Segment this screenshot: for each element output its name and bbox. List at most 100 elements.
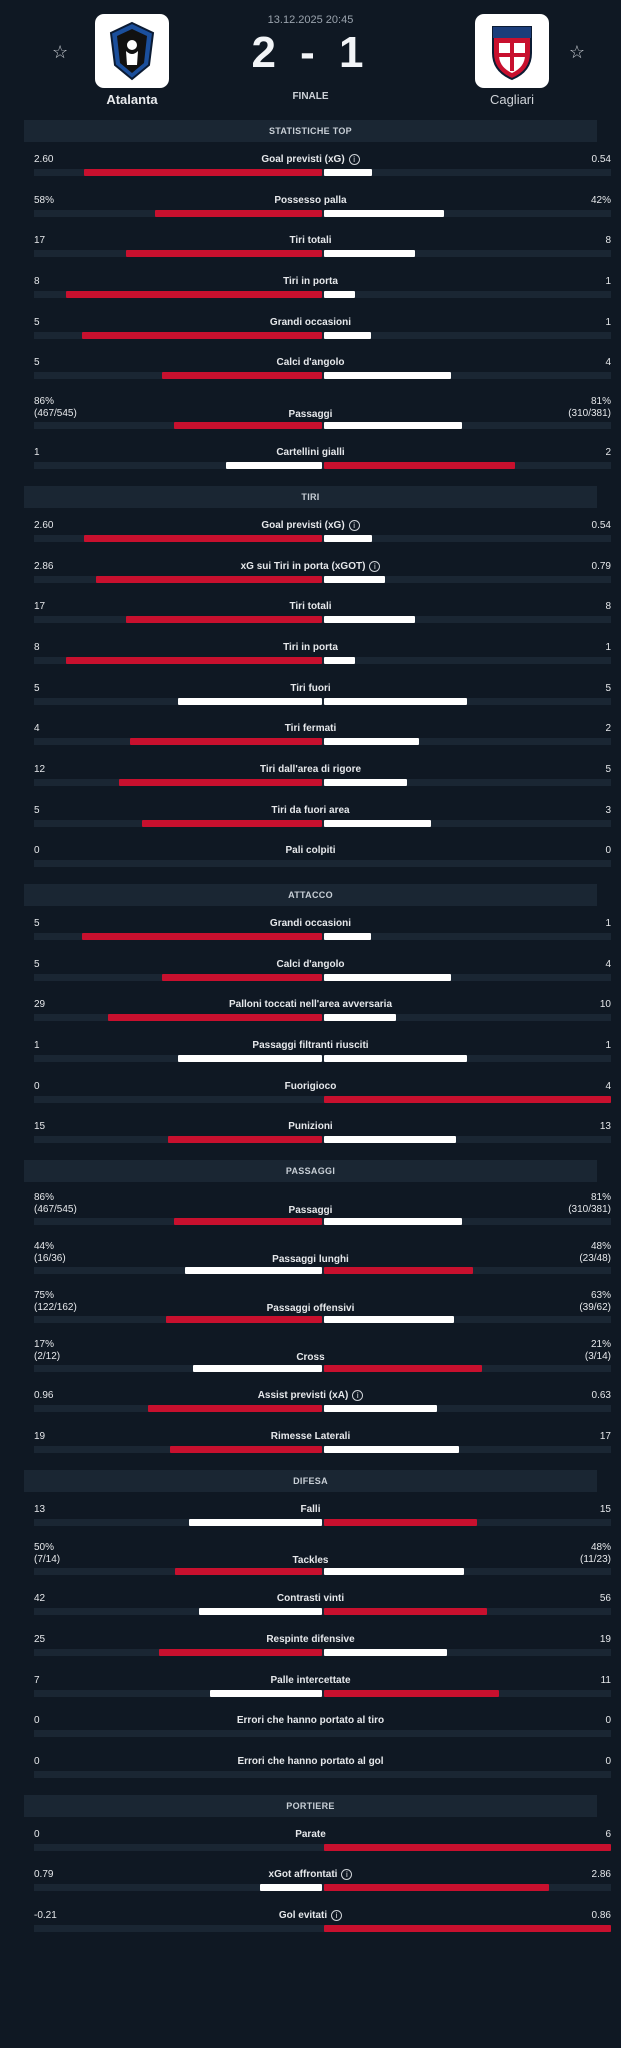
stat-label: xGot affrontati i xyxy=(0,1869,621,1881)
home-stat-bar xyxy=(193,1365,322,1373)
stat-row: 0.79 xGot affrontati i 2.86 xyxy=(0,1857,621,1898)
stat-label-text: Grandi occasioni xyxy=(269,918,352,929)
away-team-name[interactable]: Cagliari xyxy=(489,92,535,107)
home-value-main: 13 xyxy=(34,1503,46,1515)
stat-label: Tiri in porta xyxy=(0,276,621,287)
stat-bar-track xyxy=(34,291,611,299)
stat-label: Calci d'angolo xyxy=(0,357,621,368)
home-value: -0.21 xyxy=(34,1910,57,1922)
away-value: 3 xyxy=(605,805,611,817)
stat-bar-track xyxy=(34,778,611,786)
stat-label-text: Rimesse Laterali xyxy=(270,1430,351,1442)
home-stat-bar xyxy=(178,697,322,705)
stat-row: 29 Palloni toccati nell'area avversaria 10 xyxy=(0,987,621,1028)
home-value: 5 xyxy=(34,918,40,930)
home-team-name[interactable]: Atalanta xyxy=(106,92,158,107)
stat-label: Passaggi xyxy=(0,409,621,420)
home-value: 17% (2/12) xyxy=(34,1339,60,1363)
home-team-logo[interactable] xyxy=(95,14,169,88)
info-icon[interactable]: i xyxy=(348,519,360,531)
stat-label: xG sui Tiri in porta (xGOT) i xyxy=(0,560,621,572)
stat-label-text: Calci d'angolo xyxy=(276,958,345,970)
home-value-main: 25 xyxy=(34,1633,46,1645)
home-value-main: 0.96 xyxy=(34,1390,54,1402)
info-icon[interactable]: i xyxy=(369,560,381,572)
home-stat-bar xyxy=(210,1689,322,1697)
home-value: 2.60 xyxy=(34,520,53,532)
stat-label-text: Errori che hanno portato al tiro xyxy=(236,1715,385,1727)
stat-label: Gol evitati i xyxy=(0,1910,621,1921)
home-stat-bar xyxy=(173,1218,322,1226)
home-stat-bar xyxy=(188,1518,322,1526)
stat-label: Cross xyxy=(0,1352,621,1363)
home-stat-bar xyxy=(130,738,322,746)
stat-row: 7 Palle intercettate 11 xyxy=(0,1663,621,1704)
stat-label-text: Pali colpiti xyxy=(285,845,336,857)
away-stat-bar xyxy=(323,575,385,583)
stat-label: Passaggi offensivi xyxy=(0,1303,621,1314)
away-value: 13 xyxy=(600,1121,611,1133)
section-header: STATISTICHE TOP xyxy=(24,120,597,142)
stat-bar-track xyxy=(34,1365,611,1373)
home-value-main: 86% xyxy=(34,396,55,408)
home-value: 13 xyxy=(34,1504,45,1516)
away-value-main: 8 xyxy=(605,601,611,613)
home-value-sub: (467/545) xyxy=(34,408,77,420)
home-value: 86% (467/545) xyxy=(34,396,77,420)
away-value-main: 8 xyxy=(605,235,611,247)
stat-label-text: Gol evitati xyxy=(278,1910,328,1921)
away-value-main: 6 xyxy=(605,1828,611,1840)
home-value-sub: (7/14) xyxy=(34,1554,61,1566)
home-value: 0 xyxy=(34,1829,40,1841)
home-value-main: 29 xyxy=(34,999,46,1011)
away-team-logo[interactable] xyxy=(475,14,549,88)
favorite-away-star-icon[interactable]: ☆ xyxy=(568,42,585,62)
stat-label-text: Tiri fermati xyxy=(284,723,337,735)
away-value: 81% (310/381) xyxy=(568,396,611,420)
favorite-home-star-icon[interactable]: ☆ xyxy=(52,42,69,62)
stat-bar-track xyxy=(34,331,611,339)
home-stat-bar xyxy=(126,250,322,258)
section-header: PORTIERE xyxy=(24,1794,597,1817)
home-value-main: 0 xyxy=(34,1755,40,1767)
away-value-main: 1 xyxy=(605,276,611,288)
info-icon[interactable]: i xyxy=(331,1910,343,1921)
stat-row: 75% (122/162) Passaggi offensivi 63% (39/62) xyxy=(0,1280,621,1329)
away-value-main: 10 xyxy=(599,999,611,1011)
info-icon[interactable]: i xyxy=(348,154,360,165)
away-value-sub: (11/23) xyxy=(580,1554,611,1566)
home-value-sub: (122/162) xyxy=(34,1302,77,1314)
stat-row: 44% (16/36) Passaggi lunghi 48% (23/48) xyxy=(0,1231,621,1280)
stat-bar-track xyxy=(34,860,611,868)
stat-label: Tiri totali xyxy=(0,601,621,612)
away-value-main: 2 xyxy=(605,723,611,735)
away-stat-bar xyxy=(323,250,415,258)
stat-label: Passaggi lunghi xyxy=(0,1254,621,1265)
home-value-main: 2.86 xyxy=(34,560,54,572)
away-value-main: 0 xyxy=(605,845,611,857)
away-stat-bar xyxy=(323,1136,457,1144)
away-stat-bar xyxy=(323,1365,482,1373)
away-value-main: 1 xyxy=(605,641,611,653)
stat-bar-track xyxy=(34,209,611,217)
stat-label-text: Passaggi lunghi xyxy=(272,1254,349,1266)
away-value-main: 1 xyxy=(605,1040,611,1052)
away-value-main: 0.54 xyxy=(591,154,611,165)
stat-label-text: Possesso palla xyxy=(274,194,347,206)
away-value-main: 0.63 xyxy=(591,1390,611,1402)
away-value: 4 xyxy=(605,1081,611,1093)
away-value-sub: (23/48) xyxy=(579,1253,611,1265)
home-value: 7 xyxy=(34,1675,40,1687)
stat-row: 17% (2/12) Cross 21% (3/14) xyxy=(0,1329,621,1378)
home-stat-bar xyxy=(184,1267,322,1275)
home-stat-bar xyxy=(107,1014,322,1022)
info-icon[interactable]: i xyxy=(352,1390,364,1402)
away-value-main: 3 xyxy=(605,804,611,816)
stat-label-text: Goal previsti (xG) xyxy=(261,154,345,165)
stat-label: Rimesse Laterali xyxy=(0,1431,621,1442)
home-value-main: 44% xyxy=(34,1241,55,1253)
home-value-main: 86% xyxy=(34,1192,55,1204)
home-value-main: 50% xyxy=(34,1542,55,1554)
info-icon[interactable]: i xyxy=(341,1869,353,1881)
home-value-main: 17% xyxy=(34,1339,55,1351)
